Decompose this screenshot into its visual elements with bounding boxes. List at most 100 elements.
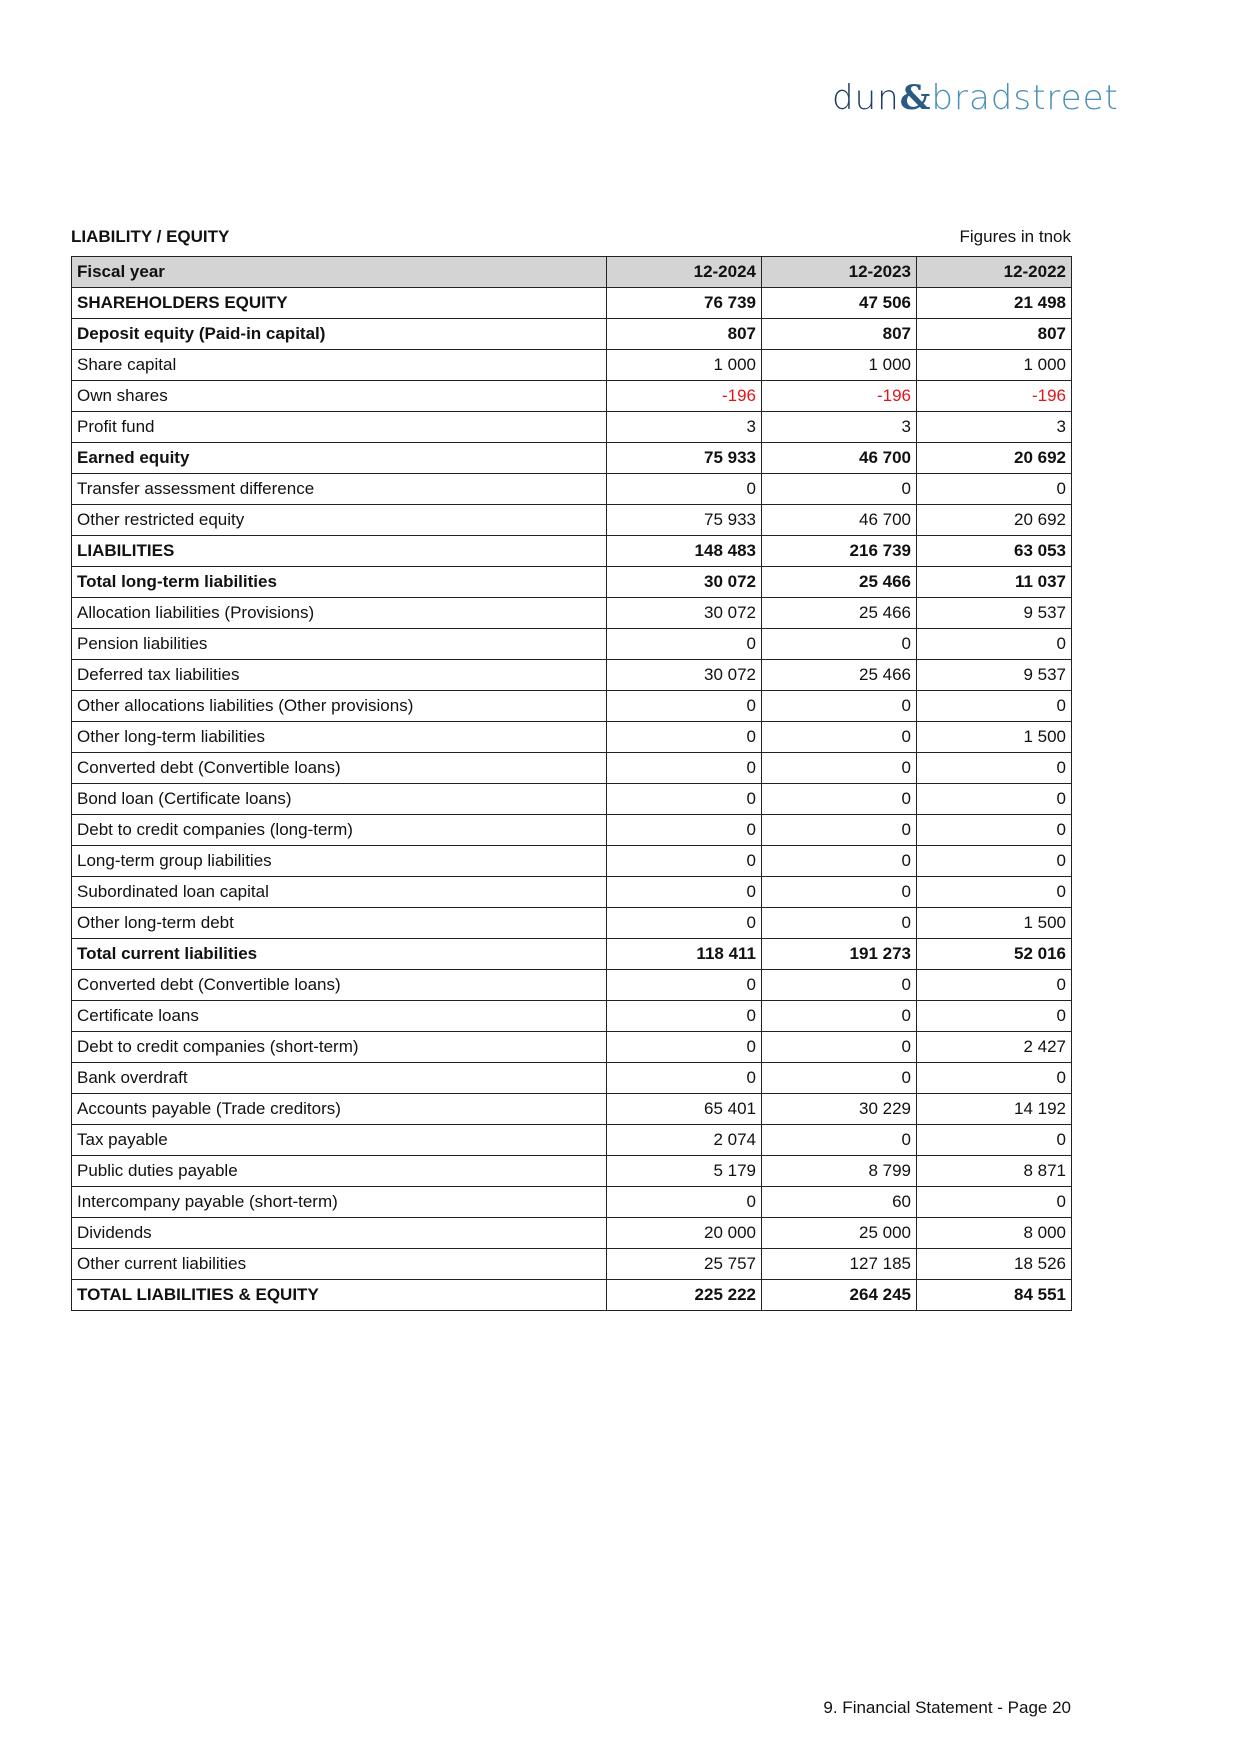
row-value: 30 072 bbox=[606, 597, 762, 629]
row-value: 60 bbox=[761, 1186, 917, 1218]
row-value: 25 000 bbox=[761, 1217, 917, 1249]
row-label: Profit fund bbox=[71, 411, 607, 443]
row-label: TOTAL LIABILITIES & EQUITY bbox=[71, 1279, 607, 1311]
row-label: Certificate loans bbox=[71, 1000, 607, 1032]
row-label: Transfer assessment difference bbox=[71, 473, 607, 505]
row-value: 20 692 bbox=[916, 504, 1072, 536]
row-label: Debt to credit companies (long-term) bbox=[71, 814, 607, 846]
row-label: Allocation liabilities (Provisions) bbox=[71, 597, 607, 629]
row-value: -196 bbox=[916, 380, 1072, 412]
row-value: 25 466 bbox=[761, 566, 917, 598]
table-row: Deferred tax liabilities 30 072 25 466 9 53… bbox=[71, 659, 1072, 691]
row-label: Other long-term debt bbox=[71, 907, 607, 939]
row-value: 0 bbox=[761, 473, 917, 505]
row-value: 0 bbox=[606, 752, 762, 784]
row-value: -196 bbox=[761, 380, 917, 412]
row-value: 0 bbox=[761, 969, 917, 1001]
dun-bradstreet-logo: dun&bradstreet bbox=[832, 78, 1119, 118]
row-value: 30 072 bbox=[606, 659, 762, 691]
liability-equity-table: Fiscal year 12-2024 12-2023 12-2022 SHAR… bbox=[71, 256, 1072, 1311]
row-value: 0 bbox=[606, 628, 762, 660]
row-label: Total current liabilities bbox=[71, 938, 607, 970]
row-label: Accounts payable (Trade creditors) bbox=[71, 1093, 607, 1125]
table-row: Bank overdraft 0 0 0 bbox=[71, 1062, 1072, 1094]
row-value: 0 bbox=[606, 814, 762, 846]
table-row: Subordinated loan capital 0 0 0 bbox=[71, 876, 1072, 908]
row-label: Own shares bbox=[71, 380, 607, 412]
table-row: Transfer assessment difference 0 0 0 bbox=[71, 473, 1072, 505]
table-row: Total long-term liabilities 30 072 25 466 1… bbox=[71, 566, 1072, 598]
table-row: Certificate loans 0 0 0 bbox=[71, 1000, 1072, 1032]
row-value: 25 466 bbox=[761, 659, 917, 691]
row-value: 1 000 bbox=[606, 349, 762, 381]
row-value: 0 bbox=[761, 845, 917, 877]
table-row: Tax payable 2 074 0 0 bbox=[71, 1124, 1072, 1156]
row-label: Pension liabilities bbox=[71, 628, 607, 660]
row-label: Total long-term liabilities bbox=[71, 566, 607, 598]
row-value: 1 500 bbox=[916, 721, 1072, 753]
table-row: Debt to credit companies (long-term) 0 0 0 bbox=[71, 814, 1072, 846]
row-label: Dividends bbox=[71, 1217, 607, 1249]
row-value: 84 551 bbox=[916, 1279, 1072, 1311]
row-value: 2 074 bbox=[606, 1124, 762, 1156]
header-year: 12-2023 bbox=[761, 256, 917, 288]
row-value: 0 bbox=[761, 1031, 917, 1063]
table-row: Intercompany payable (short-term) 0 60 0 bbox=[71, 1186, 1072, 1218]
row-value: -196 bbox=[606, 380, 762, 412]
table-row: Public duties payable 5 179 8 799 8 871 bbox=[71, 1155, 1072, 1187]
row-value: 191 273 bbox=[761, 938, 917, 970]
row-value: 25 757 bbox=[606, 1248, 762, 1280]
row-value: 0 bbox=[916, 783, 1072, 815]
row-value: 30 229 bbox=[761, 1093, 917, 1125]
row-value: 18 526 bbox=[916, 1248, 1072, 1280]
table-row: SHAREHOLDERS EQUITY 76 739 47 506 21 498 bbox=[71, 287, 1072, 319]
row-value: 0 bbox=[916, 752, 1072, 784]
row-value: 0 bbox=[606, 473, 762, 505]
table-row: Other allocations liabilities (Other pro… bbox=[71, 690, 1072, 722]
table-row: Share capital 1 000 1 000 1 000 bbox=[71, 349, 1072, 381]
units-note: Figures in tnok bbox=[959, 227, 1072, 246]
table-row: Accounts payable (Trade creditors) 65 401… bbox=[71, 1093, 1072, 1125]
row-value: 5 179 bbox=[606, 1155, 762, 1187]
row-value: 0 bbox=[916, 845, 1072, 877]
row-value: 0 bbox=[761, 1124, 917, 1156]
row-value: 1 000 bbox=[761, 349, 917, 381]
row-value: 807 bbox=[606, 318, 762, 350]
row-value: 1 000 bbox=[916, 349, 1072, 381]
row-value: 148 483 bbox=[606, 535, 762, 567]
table-header-row: Fiscal year 12-2024 12-2023 12-2022 bbox=[71, 256, 1072, 288]
row-value: 3 bbox=[761, 411, 917, 443]
row-value: 3 bbox=[606, 411, 762, 443]
row-value: 76 739 bbox=[606, 287, 762, 319]
row-value: 0 bbox=[761, 752, 917, 784]
row-value: 0 bbox=[606, 1186, 762, 1218]
row-value: 0 bbox=[761, 628, 917, 660]
row-value: 2 427 bbox=[916, 1031, 1072, 1063]
row-label: Other current liabilities bbox=[71, 1248, 607, 1280]
row-value: 0 bbox=[761, 814, 917, 846]
row-value: 0 bbox=[606, 845, 762, 877]
row-value: 8 000 bbox=[916, 1217, 1072, 1249]
row-label: Deposit equity (Paid-in capital) bbox=[71, 318, 607, 350]
row-label: Bond loan (Certificate loans) bbox=[71, 783, 607, 815]
row-value: 0 bbox=[916, 969, 1072, 1001]
row-value: 25 466 bbox=[761, 597, 917, 629]
row-value: 8 799 bbox=[761, 1155, 917, 1187]
row-label: Converted debt (Convertible loans) bbox=[71, 969, 607, 1001]
row-value: 20 692 bbox=[916, 442, 1072, 474]
row-value: 127 185 bbox=[761, 1248, 917, 1280]
row-value: 0 bbox=[761, 721, 917, 753]
row-value: 1 500 bbox=[916, 907, 1072, 939]
row-value: 0 bbox=[761, 1000, 917, 1032]
header-year: 12-2024 bbox=[606, 256, 762, 288]
table-row: LIABILITIES 148 483 216 739 63 053 bbox=[71, 535, 1072, 567]
row-label: Public duties payable bbox=[71, 1155, 607, 1187]
row-value: 0 bbox=[916, 1062, 1072, 1094]
row-value: 47 506 bbox=[761, 287, 917, 319]
row-value: 75 933 bbox=[606, 442, 762, 474]
header-year: 12-2022 bbox=[916, 256, 1072, 288]
table-row: Converted debt (Convertible loans) 0 0 0 bbox=[71, 752, 1072, 784]
row-label: Earned equity bbox=[71, 442, 607, 474]
table-row: Other long-term debt 0 0 1 500 bbox=[71, 907, 1072, 939]
row-value: 0 bbox=[606, 690, 762, 722]
